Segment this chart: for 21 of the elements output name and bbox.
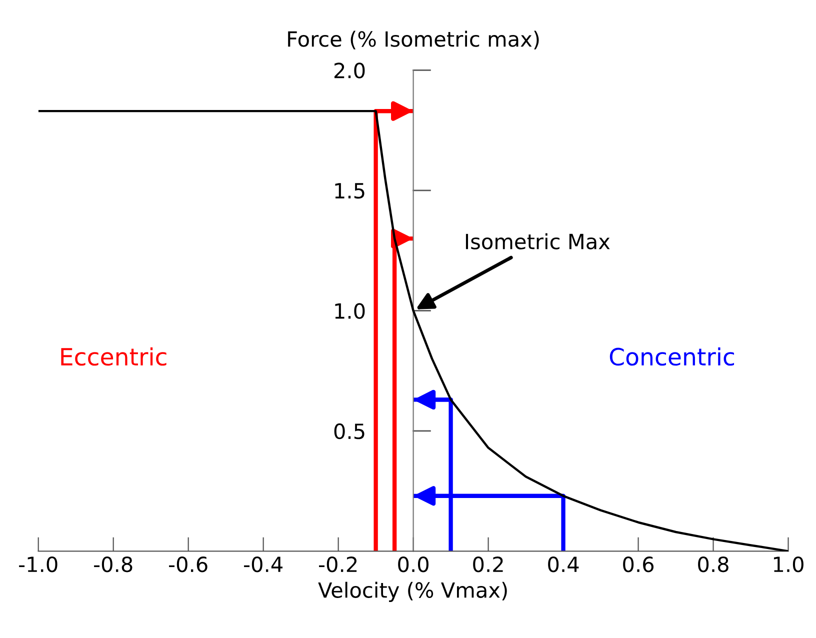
y-tick-label: 1.5 [335, 183, 364, 199]
y-tick-label: 0.5 [334, 423, 364, 440]
x-tick-label: -0.8 [94, 556, 132, 572]
y-tick-label: 1.0 [335, 303, 365, 319]
y-axis-title: Force (% Isometric max) [288, 30, 539, 50]
x-tick-label: 0.4 [548, 556, 579, 572]
text: Eccentric [61, 347, 166, 366]
x-tick-label: 0.0 [398, 556, 428, 572]
x-tick-label: -0.6 [169, 556, 208, 572]
line-series [38, 110, 788, 552]
text: Concentric [610, 347, 734, 366]
x-tick-label: 0.6 [623, 556, 654, 572]
x-axis-title: Velocity (% Vmax) [318, 582, 507, 602]
x-tick-label: 1.0 [774, 556, 804, 572]
x-tick-label: -0.2 [319, 556, 357, 572]
x-tick-label: -0.4 [244, 556, 282, 572]
annotation: Isometric Max [466, 233, 610, 250]
x-tick-label: -1.0 [19, 556, 58, 572]
x-tick-label: 0.8 [698, 556, 728, 572]
x-tick-label: 0.2 [473, 556, 503, 572]
y-tick-label: 2.0 [334, 62, 365, 78]
